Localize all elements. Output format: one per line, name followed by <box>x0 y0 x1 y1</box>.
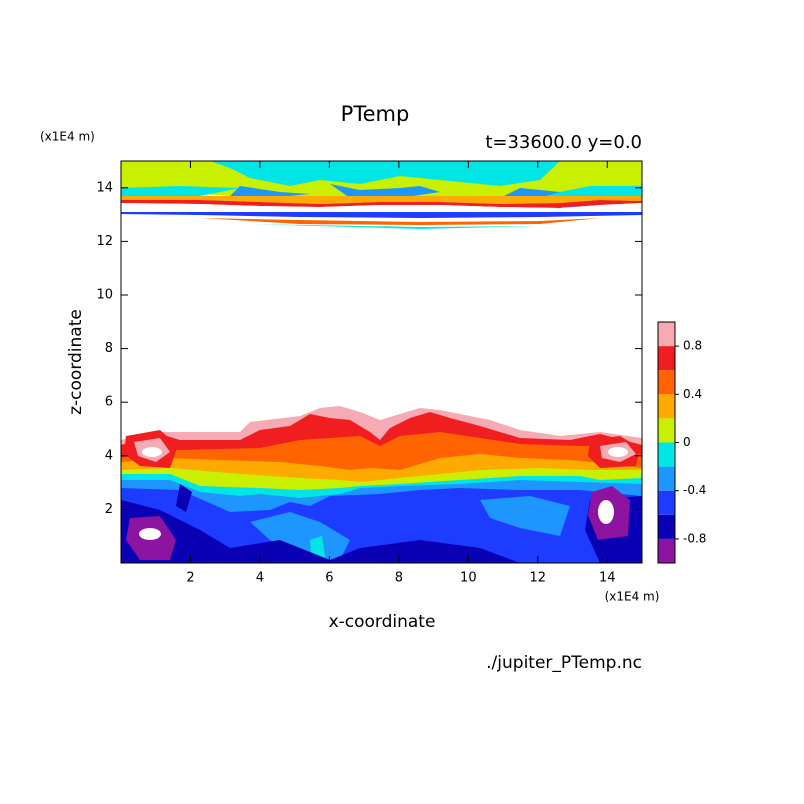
x-tick-label: 2 <box>186 571 194 586</box>
colorbar-tick-label: 0 <box>683 435 691 449</box>
x-tick-label: 14 <box>599 571 616 586</box>
out-of-range <box>608 447 628 457</box>
out-of-range <box>121 203 642 212</box>
contour-field <box>121 161 642 563</box>
contour-region <box>121 200 642 208</box>
colorbar-swatch <box>658 442 675 467</box>
out-of-range <box>598 500 614 524</box>
x-unit: (x1E4 m) <box>605 590 660 604</box>
colorbar-swatch <box>658 394 675 419</box>
colorbar-tick-label: 0.8 <box>683 339 702 353</box>
contour-region <box>250 496 570 560</box>
out-of-range <box>142 447 162 457</box>
x-tick-label: 12 <box>530 571 547 586</box>
y-tick-label: 6 <box>105 395 113 410</box>
colorbar-tick-label: 0.4 <box>683 387 702 401</box>
colorbar-swatch <box>658 370 675 395</box>
y-unit: (x1E4 m) <box>40 130 95 144</box>
subtitle: t=33600.0 y=0.0 <box>485 132 642 153</box>
contour-region <box>121 496 642 563</box>
contour-region <box>200 218 600 225</box>
footer: ./jupiter_PTemp.nc <box>486 653 642 673</box>
x-tick-label: 10 <box>460 571 477 586</box>
colorbar-swatch <box>658 466 675 491</box>
contour-region <box>250 224 540 229</box>
colorbar-swatch <box>658 322 675 347</box>
out-of-range-regions <box>121 203 642 540</box>
x-tick-label: 8 <box>395 571 403 586</box>
y-tick-label: 10 <box>96 288 113 303</box>
contour-region <box>230 184 560 198</box>
chart-title: PTemp <box>341 102 410 126</box>
colorbar-swatch <box>658 514 675 539</box>
y-tick-label: 14 <box>96 180 113 195</box>
contour-region <box>121 196 642 204</box>
colorbar-swatch <box>658 538 675 563</box>
y-tick-label: 4 <box>105 448 113 463</box>
y-tick-label: 12 <box>96 234 113 249</box>
x-tick-label: 4 <box>256 571 264 586</box>
colorbar-swatch <box>658 346 675 371</box>
colorbar-tick-label: -0.8 <box>683 531 706 545</box>
y-axis-label: z-coordinate <box>66 309 86 415</box>
colorbar-swatch <box>658 490 675 515</box>
colorbar-swatch <box>658 418 675 443</box>
out-of-range <box>139 528 161 540</box>
plot-frame <box>120 160 643 564</box>
contour-region <box>121 212 642 218</box>
contour-region <box>121 161 642 196</box>
x-tick-label: 6 <box>325 571 333 586</box>
y-tick-label: 8 <box>105 341 113 356</box>
x-axis-label: x-coordinate <box>329 612 436 632</box>
contour-region <box>176 484 192 512</box>
colorbar-tick-label: -0.4 <box>683 483 706 497</box>
y-tick-label: 2 <box>105 502 113 517</box>
colorbar-frame <box>657 321 676 564</box>
